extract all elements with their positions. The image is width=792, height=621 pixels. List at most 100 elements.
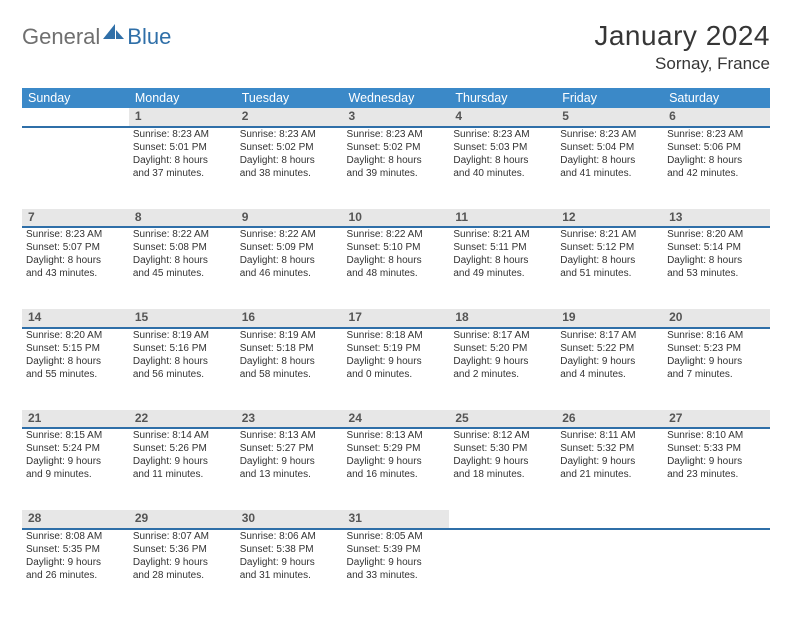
day-info-line: Daylight: 9 hours bbox=[26, 455, 125, 468]
day-cell: Sunrise: 8:13 AMSunset: 5:27 PMDaylight:… bbox=[236, 428, 343, 510]
day-info-line: and 49 minutes. bbox=[453, 267, 552, 280]
day-info-line: and 2 minutes. bbox=[453, 368, 552, 381]
day-number-row: 123456 bbox=[22, 108, 770, 127]
day-info-line: Sunrise: 8:19 AM bbox=[240, 329, 339, 342]
day-info-line: Daylight: 8 hours bbox=[26, 254, 125, 267]
day-info-line: Sunrise: 8:05 AM bbox=[347, 530, 446, 543]
day-number: 10 bbox=[343, 209, 450, 228]
day-info-line: Sunrise: 8:23 AM bbox=[240, 128, 339, 141]
day-info-line: and 45 minutes. bbox=[133, 267, 232, 280]
day-info-line: Sunset: 5:22 PM bbox=[560, 342, 659, 355]
day-info-line: Sunrise: 8:19 AM bbox=[133, 329, 232, 342]
day-info-line: Sunrise: 8:07 AM bbox=[133, 530, 232, 543]
calendar-table: Sunday Monday Tuesday Wednesday Thursday… bbox=[22, 88, 770, 611]
day-info-line: and 53 minutes. bbox=[667, 267, 766, 280]
day-info-line: and 43 minutes. bbox=[26, 267, 125, 280]
day-info-line: Sunrise: 8:23 AM bbox=[26, 228, 125, 241]
day-cell: Sunrise: 8:22 AMSunset: 5:08 PMDaylight:… bbox=[129, 227, 236, 309]
day-cell bbox=[663, 529, 770, 611]
day-number: 19 bbox=[556, 309, 663, 328]
day-info-line: and 51 minutes. bbox=[560, 267, 659, 280]
day-cell: Sunrise: 8:13 AMSunset: 5:29 PMDaylight:… bbox=[343, 428, 450, 510]
day-info-line: Sunset: 5:27 PM bbox=[240, 442, 339, 455]
day-info-line: Sunset: 5:19 PM bbox=[347, 342, 446, 355]
day-cell: Sunrise: 8:23 AMSunset: 5:02 PMDaylight:… bbox=[343, 127, 450, 209]
day-info-line: Sunset: 5:32 PM bbox=[560, 442, 659, 455]
day-info-line: and 38 minutes. bbox=[240, 167, 339, 180]
day-cell: Sunrise: 8:20 AMSunset: 5:14 PMDaylight:… bbox=[663, 227, 770, 309]
calendar-page: General Blue January 2024 Sornay, France… bbox=[0, 0, 792, 621]
day-info-line: Sunset: 5:09 PM bbox=[240, 241, 339, 254]
day-number bbox=[663, 510, 770, 529]
month-title: January 2024 bbox=[594, 20, 770, 52]
day-info-line: Daylight: 8 hours bbox=[26, 355, 125, 368]
day-info-line: Sunset: 5:16 PM bbox=[133, 342, 232, 355]
day-number: 13 bbox=[663, 209, 770, 228]
day-info-line: Sunrise: 8:22 AM bbox=[133, 228, 232, 241]
day-number: 17 bbox=[343, 309, 450, 328]
day-cell: Sunrise: 8:06 AMSunset: 5:38 PMDaylight:… bbox=[236, 529, 343, 611]
day-info-line: Sunrise: 8:23 AM bbox=[453, 128, 552, 141]
day-info-line: Daylight: 8 hours bbox=[560, 154, 659, 167]
day-info-line: and 23 minutes. bbox=[667, 468, 766, 481]
day-info-line: Sunrise: 8:14 AM bbox=[133, 429, 232, 442]
day-info-line: Sunrise: 8:15 AM bbox=[26, 429, 125, 442]
day-cell: Sunrise: 8:21 AMSunset: 5:11 PMDaylight:… bbox=[449, 227, 556, 309]
day-number: 4 bbox=[449, 108, 556, 127]
day-number: 12 bbox=[556, 209, 663, 228]
day-cell: Sunrise: 8:20 AMSunset: 5:15 PMDaylight:… bbox=[22, 328, 129, 410]
day-info-line: Sunrise: 8:20 AM bbox=[667, 228, 766, 241]
day-info-line: Sunrise: 8:12 AM bbox=[453, 429, 552, 442]
day-content-row: Sunrise: 8:23 AMSunset: 5:01 PMDaylight:… bbox=[22, 127, 770, 209]
weekday-header-row: Sunday Monday Tuesday Wednesday Thursday… bbox=[22, 88, 770, 108]
day-number: 22 bbox=[129, 410, 236, 429]
day-cell: Sunrise: 8:23 AMSunset: 5:03 PMDaylight:… bbox=[449, 127, 556, 209]
day-number: 29 bbox=[129, 510, 236, 529]
day-cell: Sunrise: 8:18 AMSunset: 5:19 PMDaylight:… bbox=[343, 328, 450, 410]
day-info-line: and 46 minutes. bbox=[240, 267, 339, 280]
day-cell: Sunrise: 8:23 AMSunset: 5:04 PMDaylight:… bbox=[556, 127, 663, 209]
day-cell: Sunrise: 8:15 AMSunset: 5:24 PMDaylight:… bbox=[22, 428, 129, 510]
day-info-line: Sunrise: 8:11 AM bbox=[560, 429, 659, 442]
day-info-line: Sunset: 5:15 PM bbox=[26, 342, 125, 355]
day-info-line: Sunset: 5:39 PM bbox=[347, 543, 446, 556]
day-info-line: Daylight: 9 hours bbox=[667, 355, 766, 368]
day-info-line: Sunrise: 8:13 AM bbox=[347, 429, 446, 442]
day-cell: Sunrise: 8:14 AMSunset: 5:26 PMDaylight:… bbox=[129, 428, 236, 510]
weekday-header: Sunday bbox=[22, 88, 129, 108]
day-number: 6 bbox=[663, 108, 770, 127]
day-number: 20 bbox=[663, 309, 770, 328]
day-cell: Sunrise: 8:21 AMSunset: 5:12 PMDaylight:… bbox=[556, 227, 663, 309]
day-info-line: and 28 minutes. bbox=[133, 569, 232, 582]
weekday-header: Saturday bbox=[663, 88, 770, 108]
day-cell bbox=[556, 529, 663, 611]
day-number: 21 bbox=[22, 410, 129, 429]
day-cell bbox=[22, 127, 129, 209]
day-content-row: Sunrise: 8:15 AMSunset: 5:24 PMDaylight:… bbox=[22, 428, 770, 510]
day-info-line: Sunrise: 8:21 AM bbox=[560, 228, 659, 241]
day-info-line: Sunrise: 8:23 AM bbox=[560, 128, 659, 141]
day-cell: Sunrise: 8:11 AMSunset: 5:32 PMDaylight:… bbox=[556, 428, 663, 510]
day-number bbox=[556, 510, 663, 529]
day-info-line: Sunset: 5:14 PM bbox=[667, 241, 766, 254]
day-info-line: and 18 minutes. bbox=[453, 468, 552, 481]
day-info-line: Sunrise: 8:06 AM bbox=[240, 530, 339, 543]
brand-text-2: Blue bbox=[127, 24, 171, 50]
day-cell: Sunrise: 8:23 AMSunset: 5:07 PMDaylight:… bbox=[22, 227, 129, 309]
day-cell: Sunrise: 8:23 AMSunset: 5:02 PMDaylight:… bbox=[236, 127, 343, 209]
day-info-line: Daylight: 9 hours bbox=[240, 455, 339, 468]
day-info-line: and 33 minutes. bbox=[347, 569, 446, 582]
day-info-line: Sunset: 5:24 PM bbox=[26, 442, 125, 455]
day-content-row: Sunrise: 8:20 AMSunset: 5:15 PMDaylight:… bbox=[22, 328, 770, 410]
weekday-header: Wednesday bbox=[343, 88, 450, 108]
day-number: 14 bbox=[22, 309, 129, 328]
day-cell: Sunrise: 8:22 AMSunset: 5:09 PMDaylight:… bbox=[236, 227, 343, 309]
day-info-line: and 42 minutes. bbox=[667, 167, 766, 180]
day-info-line: Sunset: 5:20 PM bbox=[453, 342, 552, 355]
day-info-line: and 40 minutes. bbox=[453, 167, 552, 180]
day-info-line: and 39 minutes. bbox=[347, 167, 446, 180]
day-info-line: Sunrise: 8:20 AM bbox=[26, 329, 125, 342]
day-info-line: Sunset: 5:36 PM bbox=[133, 543, 232, 556]
day-number: 30 bbox=[236, 510, 343, 529]
day-info-line: Sunset: 5:23 PM bbox=[667, 342, 766, 355]
